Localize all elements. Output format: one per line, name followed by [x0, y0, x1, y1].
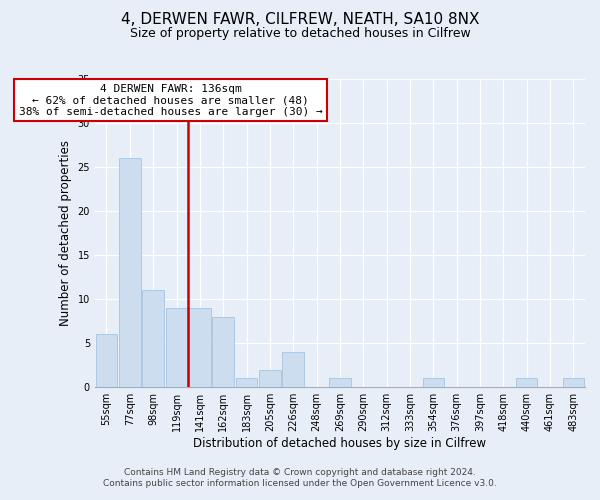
Text: 4 DERWEN FAWR: 136sqm
← 62% of detached houses are smaller (48)
38% of semi-deta: 4 DERWEN FAWR: 136sqm ← 62% of detached … [19, 84, 323, 117]
Bar [516, 378, 538, 387]
Text: Size of property relative to detached houses in Cilfrew: Size of property relative to detached ho… [130, 28, 470, 40]
Bar [142, 290, 164, 387]
Bar [189, 308, 211, 387]
Bar [119, 158, 140, 387]
Bar [329, 378, 350, 387]
Bar [96, 334, 117, 387]
Bar [422, 378, 444, 387]
Text: Contains HM Land Registry data © Crown copyright and database right 2024.
Contai: Contains HM Land Registry data © Crown c… [103, 468, 497, 487]
Bar [212, 317, 234, 387]
Bar [259, 370, 281, 387]
Text: 4, DERWEN FAWR, CILFREW, NEATH, SA10 8NX: 4, DERWEN FAWR, CILFREW, NEATH, SA10 8NX [121, 12, 479, 28]
Bar [166, 308, 187, 387]
Bar [563, 378, 584, 387]
Y-axis label: Number of detached properties: Number of detached properties [59, 140, 72, 326]
Bar [236, 378, 257, 387]
Bar [283, 352, 304, 387]
X-axis label: Distribution of detached houses by size in Cilfrew: Distribution of detached houses by size … [193, 437, 487, 450]
